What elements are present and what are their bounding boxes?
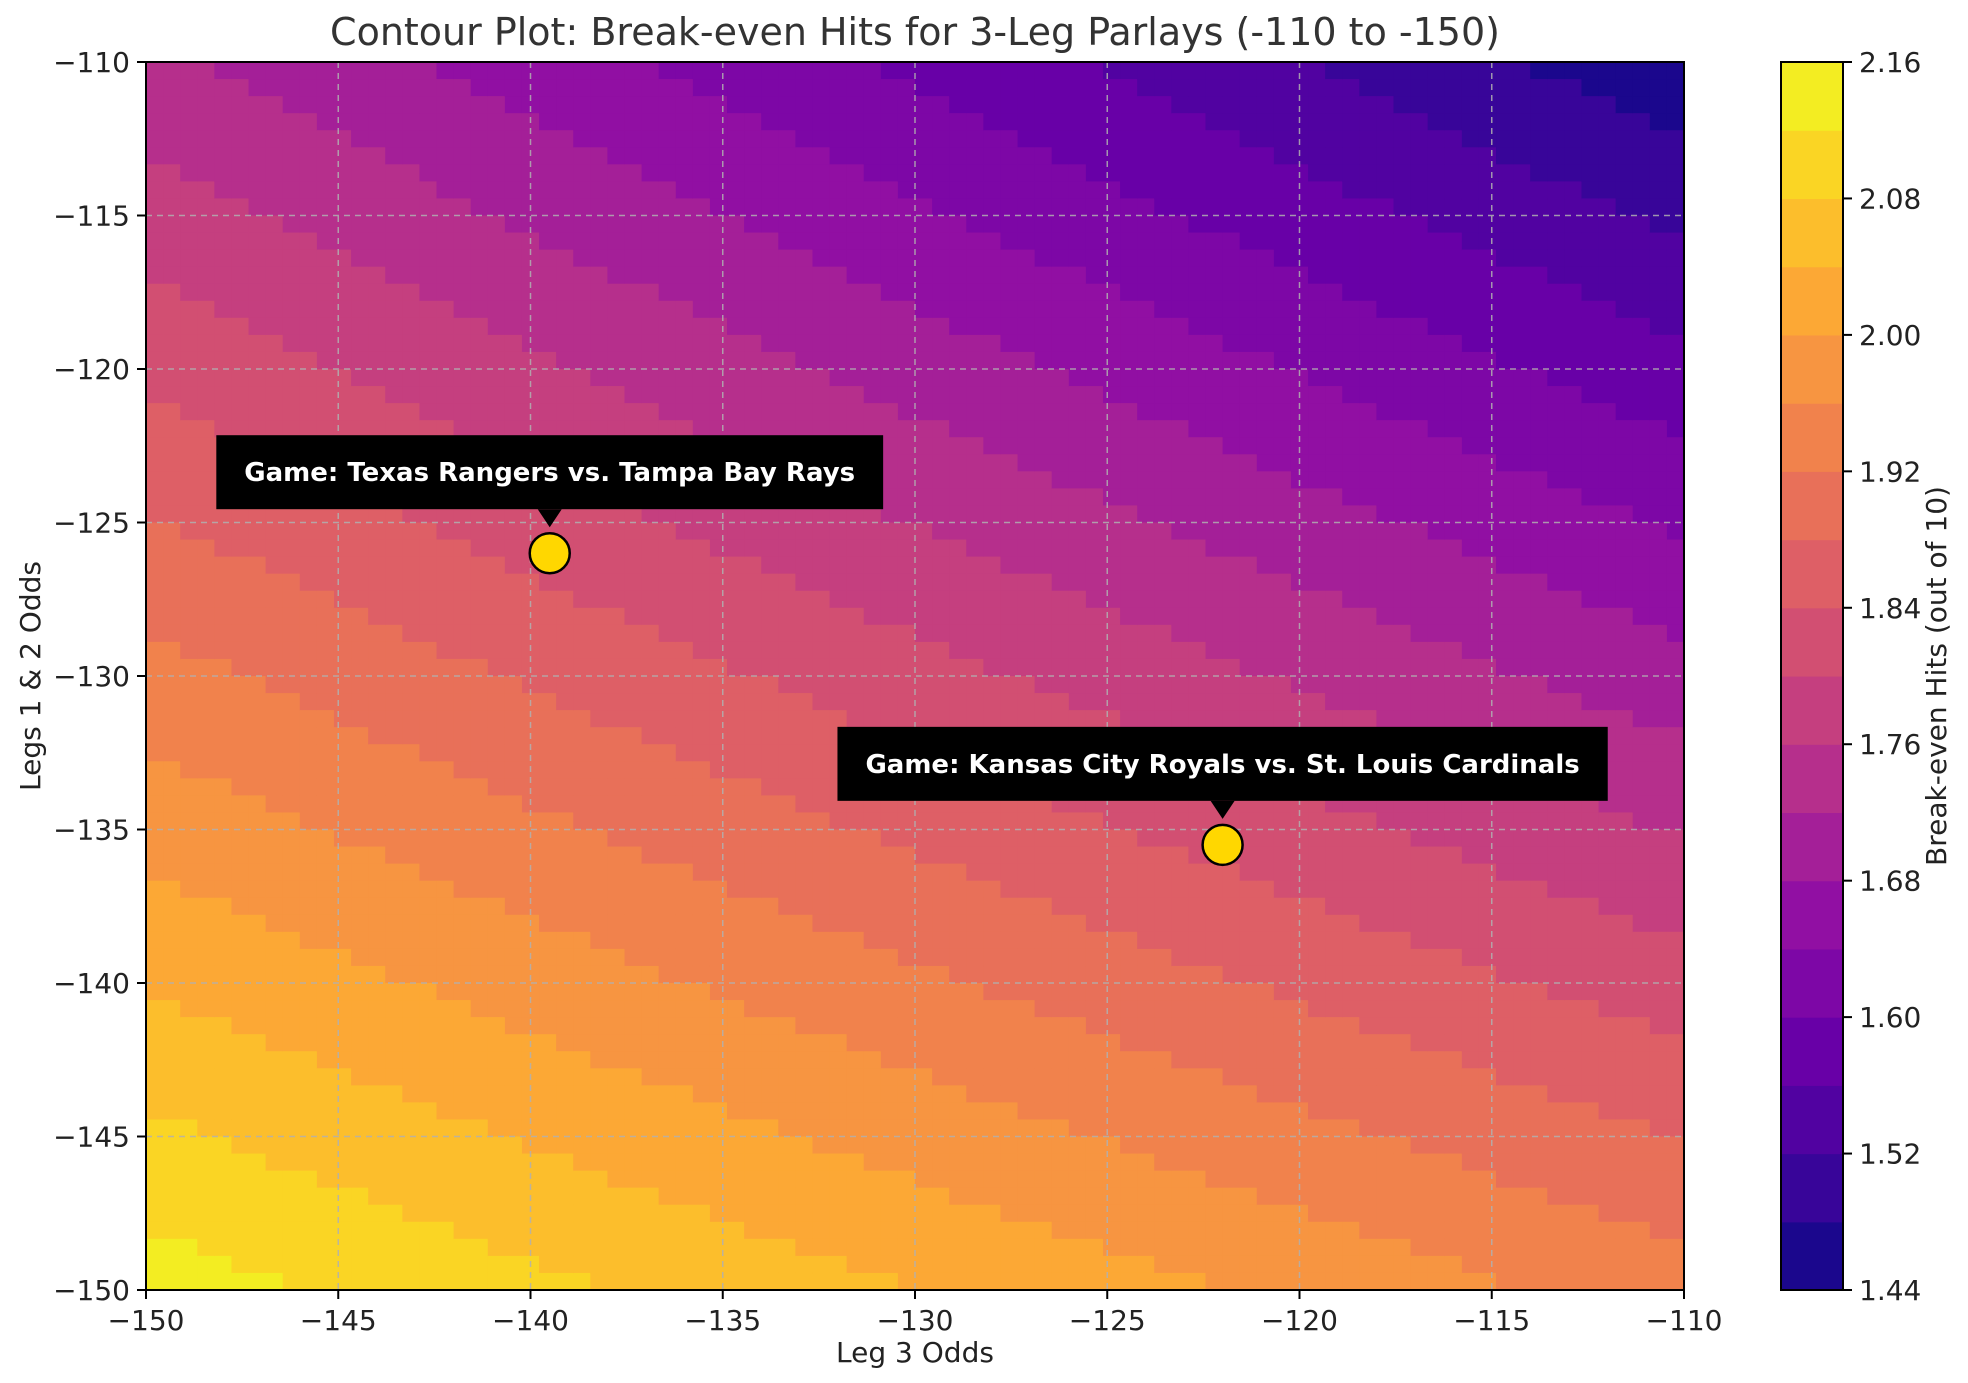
colorbar-tick-label: 1.68 bbox=[1859, 865, 1921, 898]
x-tick-label: −150 bbox=[108, 1304, 185, 1337]
annotation-label: Game: Texas Rangers vs. Tampa Bay Rays bbox=[244, 458, 855, 488]
annotations: Game: Texas Rangers vs. Tampa Bay Rays Ga… bbox=[216, 435, 1608, 867]
y-tick-label: −120 bbox=[53, 353, 130, 386]
contour-plot-area bbox=[146, 62, 1685, 1291]
y-tick-label: −140 bbox=[53, 967, 130, 1000]
colorbar bbox=[1781, 62, 1843, 1291]
colorbar-band bbox=[1781, 1085, 1843, 1155]
y-tick-label: −125 bbox=[53, 507, 130, 540]
colorbar-band bbox=[1781, 744, 1843, 814]
annotation-1: Game: Texas Rangers vs. Tampa Bay Rays bbox=[216, 435, 884, 575]
colorbar-tick-label: 2.16 bbox=[1859, 46, 1921, 79]
x-axis-ticks: −150 −145 −140 −135 −130 −125 −120 −115 −110 bbox=[108, 1290, 1723, 1337]
colorbar-tick-label: 1.44 bbox=[1859, 1274, 1921, 1307]
annotation-2: Game: Kansas City Royals vs. St. Louis C… bbox=[837, 726, 1608, 867]
x-tick-label: −110 bbox=[1646, 1304, 1723, 1337]
colorbar-band bbox=[1781, 130, 1843, 200]
y-tick-label: −110 bbox=[53, 46, 130, 79]
colorbar-band bbox=[1781, 334, 1843, 404]
colorbar-band bbox=[1781, 880, 1843, 950]
colorbar-tick-label: 1.92 bbox=[1859, 455, 1921, 488]
colorbar-tick-label: 2.08 bbox=[1859, 182, 1921, 215]
x-tick-label: −115 bbox=[1453, 1304, 1530, 1337]
y-tick-label: −135 bbox=[53, 814, 130, 847]
y-tick-label: −150 bbox=[53, 1274, 130, 1307]
x-tick-label: −140 bbox=[492, 1304, 569, 1337]
colorbar-band bbox=[1781, 812, 1843, 882]
colorbar-band bbox=[1781, 1153, 1843, 1223]
colorbar-band bbox=[1781, 539, 1843, 609]
colorbar-label: Break-even Hits (out of 10) bbox=[1920, 486, 1953, 866]
annotation-marker bbox=[528, 531, 571, 575]
colorbar-band bbox=[1781, 62, 1843, 131]
x-tick-label: −145 bbox=[300, 1304, 377, 1337]
colorbar-tick-label: 1.52 bbox=[1859, 1138, 1921, 1171]
colorbar-band bbox=[1781, 1221, 1843, 1291]
grid-lines bbox=[145, 61, 1685, 1291]
y-tick-label: −145 bbox=[53, 1121, 130, 1154]
y-axis-ticks: −150 −145 −140 −135 −130 −125 −120 −115 −110 bbox=[53, 46, 146, 1307]
colorbar-band bbox=[1781, 403, 1843, 472]
x-tick-label: −125 bbox=[1069, 1304, 1146, 1337]
colorbar-band bbox=[1781, 266, 1843, 336]
x-tick-label: −120 bbox=[1261, 1304, 1338, 1337]
colorbar-band bbox=[1781, 948, 1843, 1018]
annotation-pointer bbox=[1210, 800, 1235, 819]
annotation-pointer bbox=[537, 509, 562, 528]
colorbar-band bbox=[1781, 676, 1843, 745]
colorbar-frame bbox=[1780, 61, 1844, 1291]
colorbar-band bbox=[1781, 607, 1843, 677]
annotation-marker bbox=[1201, 823, 1244, 867]
colorbar-tick-label: 1.76 bbox=[1859, 728, 1921, 761]
colorbar-tick-label: 1.84 bbox=[1859, 592, 1921, 625]
colorbar-ticks: 1.44 1.52 1.60 1.68 1.76 1.84 1.92 2.00 2.08 2.16 bbox=[1843, 46, 1921, 1307]
colorbar-band bbox=[1781, 471, 1843, 541]
annotation-box bbox=[216, 435, 884, 510]
annotation-label: Game: Kansas City Royals vs. St. Louis C… bbox=[865, 750, 1579, 780]
colorbar-band bbox=[1781, 1017, 1843, 1086]
y-tick-label: −115 bbox=[53, 200, 130, 233]
x-tick-label: −130 bbox=[877, 1304, 954, 1337]
chart-title: Contour Plot: Break-even Hits for 3-Leg … bbox=[330, 10, 1500, 54]
colorbar-tick-label: 1.60 bbox=[1859, 1001, 1921, 1034]
colorbar-tick-label: 2.00 bbox=[1859, 319, 1921, 352]
x-axis-label: Leg 3 Odds bbox=[836, 1336, 994, 1369]
y-tick-label: −130 bbox=[53, 660, 130, 693]
x-tick-label: −135 bbox=[684, 1304, 761, 1337]
colorbar-band bbox=[1781, 198, 1843, 268]
y-axis-label: Legs 1 & 2 Odds bbox=[14, 561, 47, 791]
annotation-box bbox=[837, 726, 1608, 801]
